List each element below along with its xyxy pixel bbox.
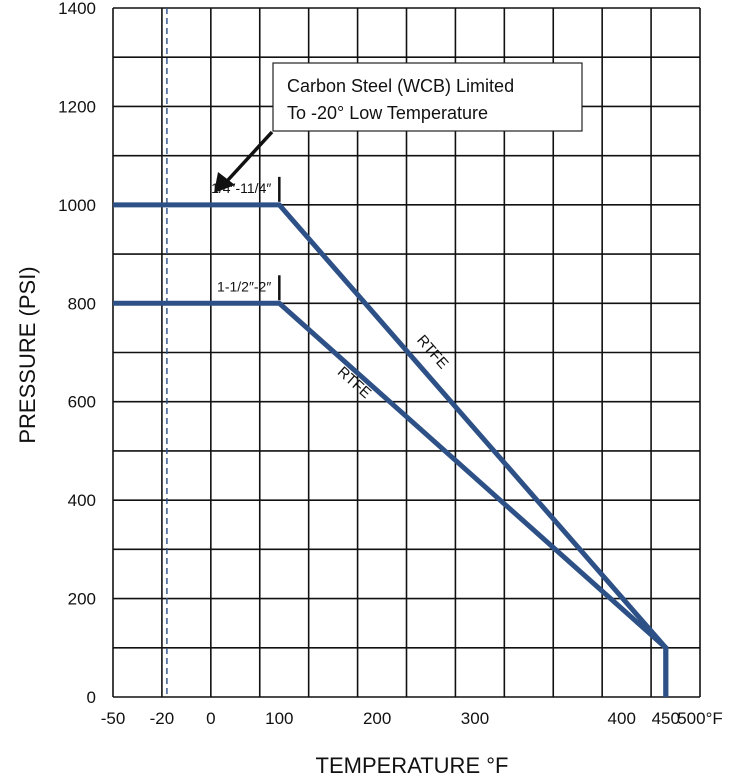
x-tick-label: 300 xyxy=(461,709,489,728)
y-tick-label: 1000 xyxy=(58,196,96,215)
x-tick-label: -50 xyxy=(101,709,126,728)
annotation-box xyxy=(272,62,583,132)
x-tick-label: 400 xyxy=(608,709,636,728)
y-tick-label: 400 xyxy=(68,491,96,510)
series-name-label-2: 1-1/2″-2″ xyxy=(217,278,271,294)
annotation-arrow-shaft xyxy=(226,130,274,182)
y-tick-label: 800 xyxy=(68,294,96,313)
x-tick-label: -20 xyxy=(150,709,175,728)
x-tick-label: 200 xyxy=(363,709,391,728)
x-tick-label: 100 xyxy=(265,709,293,728)
x-tick-label: 500°F xyxy=(677,709,723,728)
x-axis-title: TEMPERATURE °F xyxy=(316,753,509,778)
y-tick-label: 1400 xyxy=(58,0,96,18)
y-tick-label: 0 xyxy=(87,688,96,707)
annotation-callout: Carbon Steel (WCB) Limited To -20° Low T… xyxy=(214,62,583,193)
annotation-arrow-head xyxy=(214,172,235,193)
y-tick-label: 600 xyxy=(68,393,96,412)
x-tick-label: 0 xyxy=(206,709,215,728)
y-tick-labels: 0 200 400 600 800 1000 1200 1400 xyxy=(58,0,96,707)
x-tick-label: 450 xyxy=(652,709,680,728)
y-axis-title: PRESSURE (PSI) xyxy=(15,266,40,443)
series-line-2 xyxy=(113,300,669,697)
y-tick-label: 200 xyxy=(68,590,96,609)
annotation-line-2: To -20° Low Temperature xyxy=(287,103,488,123)
y-tick-label: 1200 xyxy=(58,97,96,116)
annotation-line-1: Carbon Steel (WCB) Limited xyxy=(287,76,514,96)
